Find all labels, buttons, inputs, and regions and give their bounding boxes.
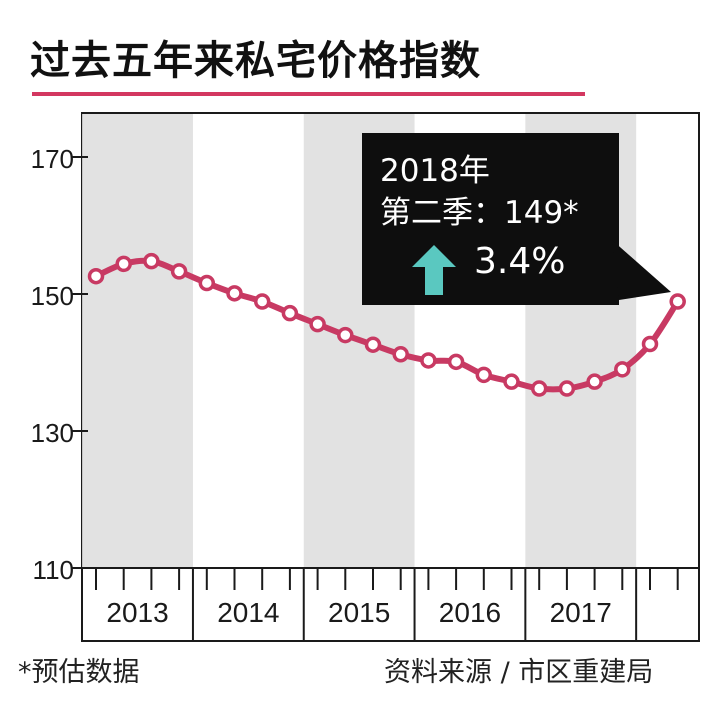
data-point-2016-Q2 [447,353,465,371]
data-point-2018-Q1 [641,335,659,353]
y-tick-label-110: 110 [33,555,74,585]
y-tick-label-170: 170 [31,144,74,174]
source-note: 资料来源 / 市区重建局 [384,657,654,688]
data-point-2013-Q3 [143,252,160,270]
data-point-2014-Q3 [253,293,271,310]
data-point-2016-Q3 [475,366,493,384]
series-path [94,257,681,393]
x-axis: 2013 2014 2015 2016 2017 [82,567,699,641]
x-group-label-2013: 2013 [106,597,168,628]
year-band-2013 [82,114,193,568]
chart-title: 过去五年来私宅价格指数 [30,38,481,84]
data-point-2015-Q1 [309,315,326,333]
data-point-2015-Q2 [337,326,354,344]
x-group-label-2017: 2017 [550,597,612,628]
series-line [87,252,686,397]
y-axis: 110 130 150 170 [31,144,88,585]
footnote: *预估数据 [18,657,140,688]
plot-frame [81,112,700,642]
callout-value: 第二季：149* [380,195,579,231]
title-underline [32,92,585,96]
y-tick-label-150: 150 [31,281,74,311]
data-point-2013-Q2 [115,255,132,273]
callout-period: 2018年 [380,153,490,189]
data-point-2018-Q2 [669,293,686,310]
callout-change: 3.4% [474,241,566,282]
data-point-2017-Q3 [586,373,603,390]
y-tick-label-130: 130 [31,418,74,448]
data-point-2014-Q4 [281,304,299,322]
data-point-2017-Q1 [530,380,548,397]
x-group-label-2015: 2015 [328,597,390,628]
data-point-2014-Q1 [198,274,216,292]
x-group-label-2016: 2016 [439,597,501,628]
data-point-2016-Q1 [420,352,437,369]
data-point-2015-Q3 [364,336,382,353]
x-group-label-2014: 2014 [217,597,279,628]
data-point-2016-Q4 [503,373,520,390]
data-point-2017-Q2 [558,380,576,397]
data-point-2014-Q2 [226,285,243,302]
data-point-2017-Q4 [614,361,631,378]
up-arrow-icon [412,245,456,295]
data-point-2013-Q4 [170,263,188,280]
data-point-2013-Q1 [87,267,105,285]
data-point-2015-Q4 [392,346,409,363]
callout-box: 2018年 第二季：149* 3.4% [362,133,619,305]
